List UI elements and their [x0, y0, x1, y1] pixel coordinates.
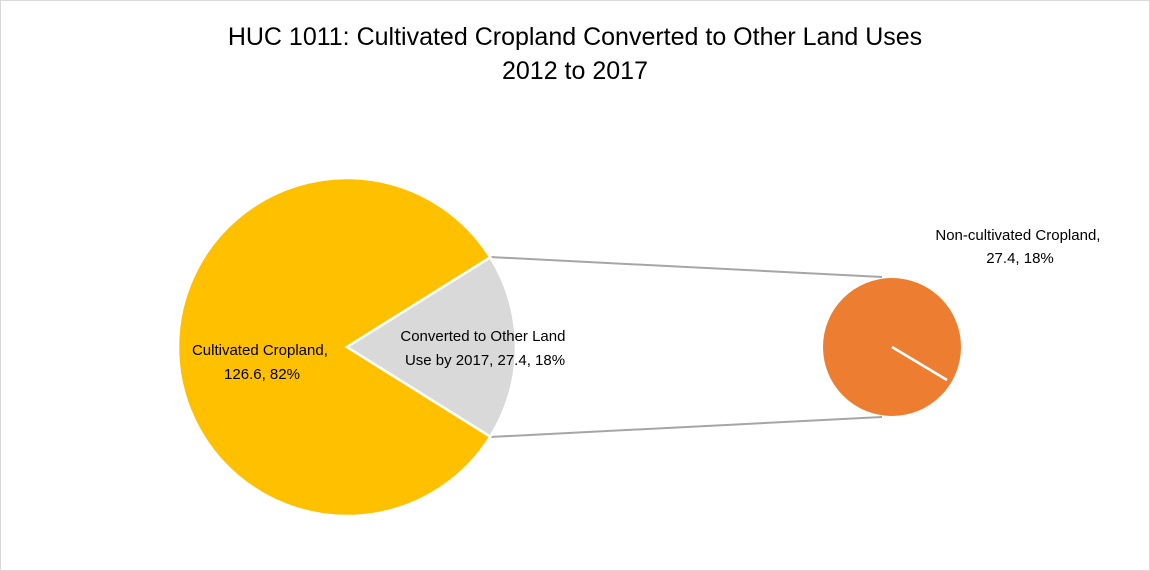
chart-title: HUC 1011: Cultivated Cropland Converted …: [0, 20, 1150, 88]
data-label-cultivated-cropland: Cultivated Cropland, 126.6, 82%: [192, 342, 332, 383]
chart-title-line1: HUC 1011: Cultivated Cropland Converted …: [227, 23, 923, 51]
data-label-cultivated-line1: Cultivated Cropland,: [192, 342, 328, 359]
data-label-non-cultivated-line1: Non-cultivated Cropland,: [935, 227, 1100, 244]
connector-line-top: [489, 256, 883, 278]
slice-cultivated-cropland: [176, 176, 493, 518]
slice-converted-other-land-use: [344, 255, 518, 439]
secondary-pie-divider: [891, 345, 948, 382]
data-label-non-cultivated-cropland: Non-cultivated Cropland, 27.4, 18%: [935, 227, 1104, 267]
data-label-converted-line1: Converted to Other Land: [400, 328, 565, 345]
data-label-converted-line2: Use by 2017, 27.4, 18%: [405, 352, 565, 369]
data-label-non-cultivated-line2: 27.4, 18%: [986, 250, 1054, 267]
chart-title-line2: 2012 to 2017: [502, 57, 648, 85]
data-label-converted-other-land: Converted to Other Land Use by 2017, 27.…: [400, 328, 569, 369]
connector-line-bottom: [489, 416, 883, 438]
data-label-cultivated-line2: 126.6, 82%: [224, 366, 300, 383]
